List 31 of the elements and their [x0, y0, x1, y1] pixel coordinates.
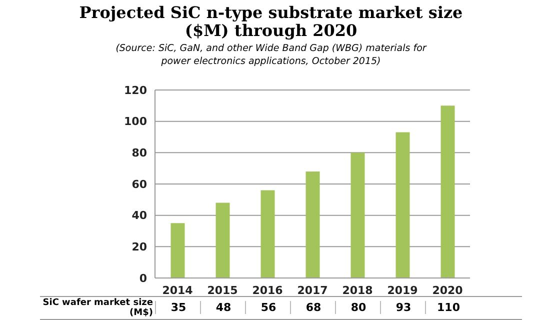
- x-tick-label: 2019: [387, 284, 418, 297]
- text: SiC wafer market size (M$): [42, 298, 153, 318]
- data-label: 110: [425, 301, 471, 314]
- data-label: 35: [155, 301, 201, 314]
- data-label: 80: [335, 301, 381, 314]
- x-tick-label: 2014: [162, 284, 194, 297]
- chart-subtitle: (Source: SiC, GaN, and other Wide Band Gap (WBG) materials for power electronics applications, October 2015): [114, 42, 428, 68]
- y-tick-label: 20: [132, 240, 148, 254]
- y-tick-label: 80: [132, 146, 148, 160]
- bar: [396, 132, 410, 278]
- x-tick-label: 2020: [432, 284, 464, 297]
- x-tick-label: 2015: [207, 284, 238, 297]
- bar: [260, 190, 275, 278]
- y-tick-label: 120: [124, 84, 148, 97]
- data-label: 93: [380, 301, 426, 314]
- y-tick-label: 0: [139, 272, 148, 285]
- chart-title: Projected SiC n-type substrate market size ($M) through 2020: [78, 3, 464, 40]
- bar: [216, 202, 230, 278]
- data-label: 68: [290, 301, 336, 314]
- x-tick-label: 2018: [342, 284, 373, 297]
- x-tick-label: 2017: [297, 284, 328, 297]
- bar: [170, 223, 185, 278]
- x-tick-label: 2016: [252, 284, 284, 297]
- y-tick-label: 100: [124, 115, 148, 128]
- y-tick-label: 40: [132, 209, 148, 222]
- bar: [350, 152, 365, 278]
- data-label: 48: [200, 301, 246, 314]
- data-label: 56: [245, 301, 291, 314]
- y-tick-label: 60: [132, 178, 148, 191]
- bar: [440, 106, 455, 278]
- bar: [306, 171, 320, 278]
